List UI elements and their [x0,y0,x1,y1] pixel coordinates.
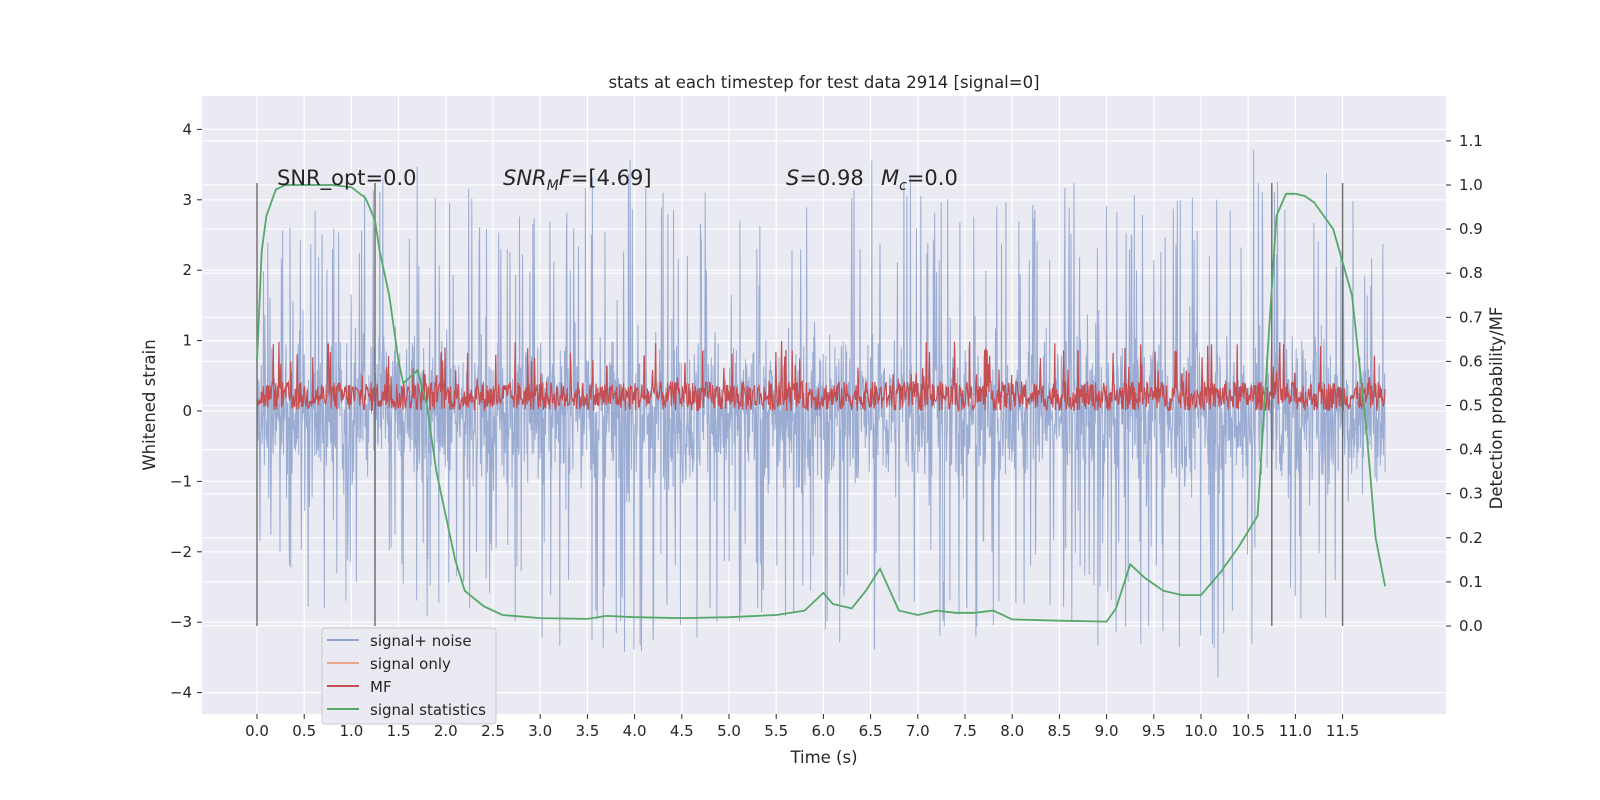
x-tick-label: 6.0 [811,722,835,740]
x-axis-label: Time (s) [789,748,857,767]
signal-statistics-series [256,184,1386,623]
x-tick-label: 3.5 [575,722,599,740]
x-tick-label: 9.5 [1142,722,1166,740]
y-tick-label-right: 0.0 [1459,617,1483,635]
annotation-mc: Mc=0.0 [881,166,958,194]
x-tick-label: 0.0 [245,722,269,740]
y-tick-label-left: 2 [182,261,192,279]
signal-noise-line [256,149,1386,678]
legend-label-mf: MF [370,678,392,696]
x-tick-label: 5.0 [717,722,741,740]
x-tick-label: 1.5 [387,722,411,740]
y-tick-label-right: 1.1 [1459,132,1483,150]
y-tick-label-left: 1 [182,332,192,350]
y-tick-label-right: 0.4 [1459,441,1483,459]
y-axis-label-right: Detection probability/MF [1487,307,1506,510]
y-tick-label-right: 0.9 [1459,220,1483,238]
x-tick-label: 10.5 [1231,722,1264,740]
y-tick-label-left: 3 [182,191,192,209]
signal-noise-series [256,149,1386,678]
legend-label-signal-statistics: signal statistics [370,701,486,719]
x-tick-label: 11.5 [1326,722,1359,740]
y-tick-label-left: 0 [182,402,192,420]
x-tick-label: 5.5 [764,722,788,740]
mf-series [256,341,1386,413]
y-tick-label-left: 4 [182,120,192,138]
x-tick-label: 9.0 [1095,722,1119,740]
x-tick-label: 11.0 [1279,722,1312,740]
x-tick-label: 7.0 [906,722,930,740]
y-tick-label-right: 0.8 [1459,264,1483,282]
x-tick-label: 4.5 [670,722,694,740]
y-tick-label-right: 0.1 [1459,573,1483,591]
y-tick-label-left: −1 [170,472,192,490]
x-tick-label: 10.0 [1184,722,1217,740]
y-ticks-right: 1.1 1.0 0.9 0.8 0.7 0.6 0.5 0.4 0.3 0.2 0.1 0.0 [1446,132,1483,635]
annotation-snr-mf: SNRMF=[4.69] [503,166,652,194]
x-tick-label: 1.0 [339,722,363,740]
legend-frame [321,627,497,725]
chart-title: stats at each timestep for test data 291… [608,73,1039,92]
y-tick-label-right: 0.7 [1459,308,1483,326]
x-tick-label: 2.0 [434,722,458,740]
x-tick-label: 4.0 [623,722,647,740]
x-tick-label: 8.0 [1000,722,1024,740]
y-tick-label-left: −4 [170,684,192,702]
x-tick-label: 6.5 [859,722,883,740]
annotation-snr-opt: SNR_opt=0.0 [277,166,417,191]
y-tick-label-right: 0.6 [1459,352,1483,370]
y-tick-label-left: −2 [170,543,192,561]
mf-line [256,341,1386,413]
y-tick-label-right: 1.0 [1459,176,1483,194]
x-tick-label: 8.5 [1047,722,1071,740]
y-tick-label-right: 0.5 [1459,397,1483,415]
annotation-s: S=0.98 [786,166,864,190]
vertical-markers [256,183,1344,626]
y-tick-label-left: −3 [170,613,192,631]
x-tick-label: 0.5 [292,722,316,740]
y-axis-label-left: Whitened strain [140,339,159,470]
x-tick-label: 7.5 [953,722,977,740]
legend-label-signal-noise: signal+ noise [370,632,472,650]
y-ticks-left: 4 3 2 1 0 −1 −2 −3 −4 [170,120,202,702]
y-tick-label-right: 0.3 [1459,485,1483,503]
signal-statistics-line [256,184,1386,623]
x-tick-label: 3.0 [528,722,552,740]
legend: signal+ noise signal only MF signal stat… [321,627,497,725]
y-tick-label-right: 0.2 [1459,529,1483,547]
x-tick-label: 2.5 [481,722,505,740]
legend-label-signal-only: signal only [370,655,451,673]
x-ticks: 0.0 0.5 1.0 1.5 2.0 2.5 3.0 3.5 4.0 4.5 5.0 5.5 6.0 6… [245,714,1359,740]
